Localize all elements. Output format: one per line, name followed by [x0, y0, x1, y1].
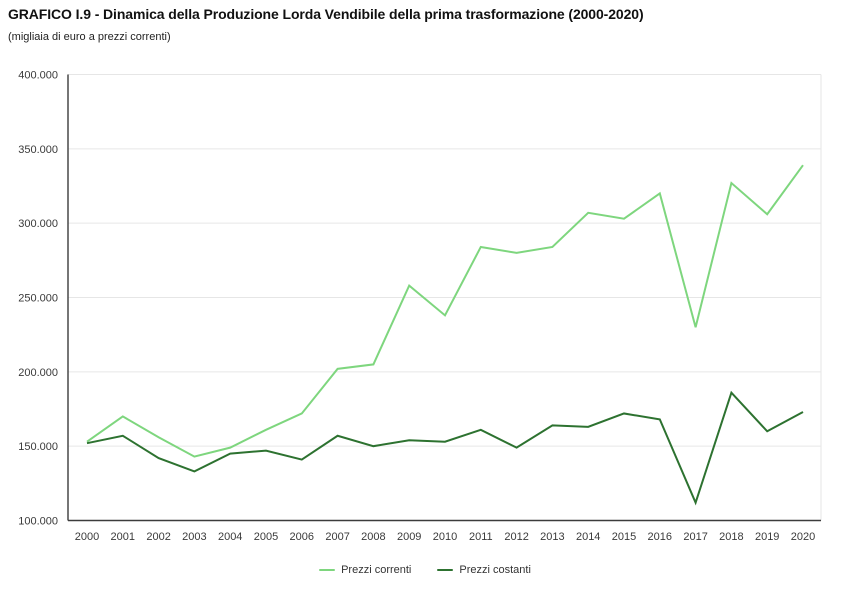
- y-tick-label: 300.000: [18, 218, 58, 230]
- legend-item-prezzi-costanti: Prezzi costanti: [437, 564, 531, 576]
- x-tick-label: 2015: [612, 531, 636, 543]
- y-tick-label: 400.000: [18, 70, 58, 82]
- x-tick-label: 2020: [791, 531, 815, 543]
- series-line-prezzi-costanti: [86, 390, 804, 506]
- x-tick-label: 2000: [75, 531, 99, 543]
- y-tick-label: 150.000: [18, 441, 58, 453]
- series-line-prezzi-correnti: [86, 164, 804, 458]
- legend-item-prezzi-correnti: Prezzi correnti: [319, 564, 411, 576]
- x-tick-label: 2013: [540, 531, 564, 543]
- legend-label-correnti: Prezzi correnti: [341, 564, 412, 576]
- x-tick-label: 2007: [325, 531, 349, 543]
- chart-title: GRAFICO I.9 - Dinamica della Produzione …: [8, 6, 644, 22]
- x-tick-label: 2014: [576, 531, 600, 543]
- x-tick-label: 2018: [719, 531, 743, 543]
- x-tick-label: 2019: [755, 531, 779, 543]
- x-tick-label: 2009: [397, 531, 421, 543]
- x-tick-label: 2003: [182, 531, 206, 543]
- x-tick-label: 2002: [146, 531, 170, 543]
- legend-label-costanti: Prezzi costanti: [459, 564, 531, 576]
- x-tick-label: 2004: [218, 531, 242, 543]
- x-tick-label: 2012: [504, 531, 528, 543]
- legend-swatch-costanti-icon: [437, 568, 454, 572]
- x-tick-label: 2011: [469, 531, 493, 543]
- x-tick-label: 2008: [361, 531, 385, 543]
- x-tick-label: 2016: [648, 531, 672, 543]
- x-tick-label: 2010: [433, 531, 457, 543]
- y-tick-label: 200.000: [18, 367, 58, 379]
- legend: Prezzi correnti Prezzi costanti: [0, 564, 850, 576]
- legend-swatch-correnti-icon: [319, 568, 336, 572]
- y-tick-label: 250.000: [18, 293, 58, 305]
- x-tick-label: 2017: [683, 531, 707, 543]
- y-tick-label: 350.000: [18, 144, 58, 156]
- chart-subtitle: (migliaia di euro a prezzi correnti): [8, 31, 171, 43]
- x-tick-label: 2005: [254, 531, 278, 543]
- x-tick-label: 2006: [290, 531, 314, 543]
- y-tick-label: 100.000: [18, 516, 58, 528]
- x-tick-label: 2001: [111, 531, 135, 543]
